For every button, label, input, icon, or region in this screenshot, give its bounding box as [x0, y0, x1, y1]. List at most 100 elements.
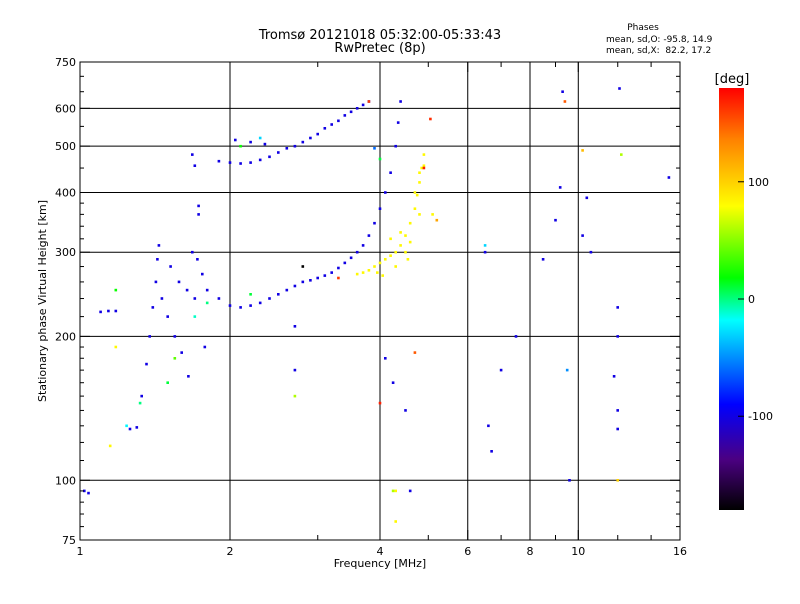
- data-point-other: [114, 288, 118, 292]
- data-point-X: [394, 250, 397, 254]
- data-point-O: [316, 132, 319, 136]
- data-point-O: [399, 100, 402, 103]
- data-point-O: [349, 256, 353, 260]
- data-point-O: [160, 297, 164, 300]
- data-point-O: [217, 297, 221, 300]
- data-point-O: [361, 103, 365, 107]
- x-tick-label: 10: [571, 545, 585, 558]
- data-point-O: [616, 409, 619, 412]
- x-tick-label: 4: [377, 545, 384, 558]
- data-point-O: [205, 288, 209, 292]
- data-point-O: [151, 306, 155, 309]
- data-point-O: [355, 250, 359, 254]
- y-tick-label: 75: [62, 534, 76, 547]
- data-point-O: [169, 265, 172, 268]
- data-point-O: [197, 213, 200, 216]
- data-point-O: [514, 335, 518, 338]
- data-point-O: [408, 489, 412, 493]
- data-point-O: [373, 221, 376, 225]
- data-point-X: [376, 271, 379, 274]
- data-point-O: [391, 381, 395, 384]
- data-point-O: [343, 261, 347, 265]
- y-tick-label: 750: [55, 56, 76, 69]
- data-point-other: [138, 401, 142, 405]
- data-point-O: [616, 427, 619, 431]
- phases-header-o: mean, sd,O: -95.8, 14.9: [606, 35, 713, 45]
- data-point-O: [558, 186, 562, 189]
- data-point-O: [285, 147, 289, 150]
- data-point-other: [616, 479, 619, 482]
- data-point-X: [406, 258, 410, 261]
- x-tick-label: 2: [227, 545, 234, 558]
- data-point-O: [337, 266, 340, 270]
- data-point-O: [191, 153, 194, 156]
- data-point-O: [490, 450, 493, 453]
- data-point-O: [249, 304, 252, 307]
- data-point-O: [268, 155, 271, 159]
- data-point-O: [185, 288, 189, 292]
- data-point-O: [193, 164, 197, 167]
- y-tick-label: 400: [55, 186, 76, 199]
- data-point-X: [413, 191, 417, 194]
- data-point-X: [431, 213, 434, 216]
- y-tick-label: 600: [55, 102, 76, 115]
- data-point-O: [561, 90, 564, 93]
- data-point-other: [620, 153, 623, 156]
- data-point-other: [205, 301, 209, 305]
- data-point-O: [156, 258, 159, 261]
- data-point-O: [228, 304, 232, 307]
- data-point-other: [193, 315, 197, 318]
- data-point-O: [309, 136, 312, 140]
- data-point-O: [191, 250, 194, 254]
- data-point-other: [301, 265, 305, 268]
- data-point-O: [293, 284, 297, 288]
- data-point-O: [343, 114, 347, 117]
- data-point-O: [316, 276, 319, 280]
- colorbar-label: [deg]: [715, 72, 750, 87]
- data-point-O: [187, 375, 190, 378]
- data-point-O: [667, 176, 671, 179]
- data-point-O: [148, 335, 151, 338]
- data-point-other: [422, 166, 426, 170]
- data-point-O: [285, 288, 289, 292]
- y-tick-label: 500: [55, 140, 76, 153]
- data-point-X: [394, 520, 397, 523]
- data-point-other: [429, 117, 432, 121]
- data-point-O: [585, 196, 589, 200]
- data-point-X: [415, 193, 419, 197]
- data-point-O: [258, 158, 262, 162]
- data-point-O: [135, 426, 139, 429]
- chart-subtitle: RwPretec (8p): [334, 41, 425, 56]
- data-point-O: [83, 489, 86, 493]
- data-point-X: [378, 261, 382, 265]
- data-point-O: [309, 279, 312, 282]
- data-point-other: [239, 144, 242, 148]
- data-point-X: [399, 244, 402, 247]
- data-point-O: [197, 204, 200, 208]
- data-point-X: [408, 240, 412, 244]
- data-point-X: [418, 171, 421, 174]
- data-point-O: [541, 258, 545, 261]
- data-point-O: [99, 310, 102, 314]
- data-point-X: [373, 265, 376, 268]
- data-point-O: [330, 123, 333, 126]
- data-point-X: [420, 166, 423, 170]
- data-point-O: [277, 293, 280, 296]
- grid: [80, 62, 680, 540]
- data-point-O: [180, 351, 183, 354]
- data-point-O: [396, 121, 400, 124]
- data-point-O: [114, 309, 118, 313]
- data-points: [83, 87, 671, 523]
- data-point-O: [616, 335, 619, 338]
- data-point-O: [616, 306, 619, 309]
- x-axis-label: Frequency [MHz]: [334, 557, 426, 570]
- colorbar-tick-label: 100: [748, 176, 769, 189]
- data-point-X: [413, 207, 417, 210]
- data-point-O: [384, 191, 387, 194]
- data-point-X: [404, 234, 407, 237]
- y-tick-label: 300: [55, 246, 76, 259]
- data-point-O: [157, 244, 161, 247]
- data-point-O: [196, 258, 199, 261]
- data-point-other: [581, 149, 584, 152]
